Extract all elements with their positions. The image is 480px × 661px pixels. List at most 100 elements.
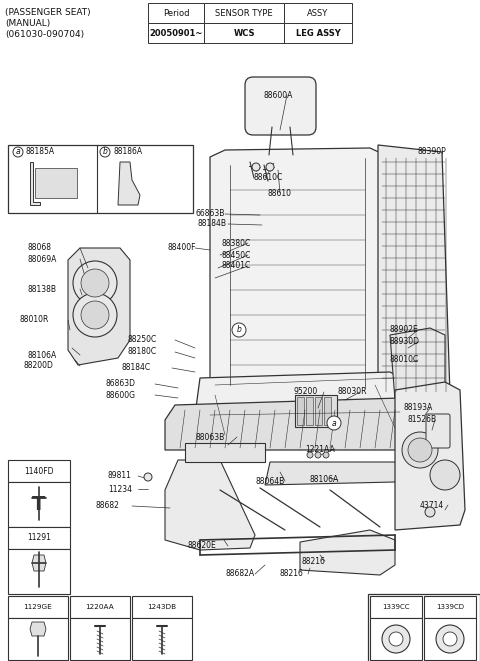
Bar bbox=[8, 460, 70, 482]
Text: 88010R: 88010R bbox=[20, 315, 49, 325]
Bar bbox=[306, 397, 313, 425]
Bar bbox=[8, 145, 193, 213]
Text: 88064B: 88064B bbox=[255, 477, 284, 485]
Circle shape bbox=[327, 416, 341, 430]
Text: 20050901~: 20050901~ bbox=[149, 28, 203, 38]
Polygon shape bbox=[300, 530, 395, 575]
Circle shape bbox=[443, 632, 457, 646]
Bar bbox=[297, 397, 304, 425]
Bar bbox=[370, 596, 422, 618]
Text: 88200D: 88200D bbox=[24, 362, 54, 371]
Polygon shape bbox=[265, 462, 400, 485]
Text: (MANUAL): (MANUAL) bbox=[5, 19, 50, 28]
Bar bbox=[284, 23, 352, 43]
Circle shape bbox=[436, 625, 464, 653]
Bar bbox=[8, 549, 70, 594]
Circle shape bbox=[307, 452, 313, 458]
Text: 88401C: 88401C bbox=[222, 262, 251, 270]
Circle shape bbox=[144, 473, 152, 481]
Circle shape bbox=[73, 261, 117, 305]
Text: ASSY: ASSY bbox=[307, 9, 329, 17]
Bar bbox=[324, 397, 331, 425]
Text: T: T bbox=[32, 494, 46, 514]
Text: 88930D: 88930D bbox=[390, 338, 420, 346]
Polygon shape bbox=[165, 398, 415, 450]
Text: b: b bbox=[103, 147, 108, 157]
Text: 88030R: 88030R bbox=[338, 387, 368, 397]
Text: 88185A: 88185A bbox=[26, 147, 55, 157]
Bar bbox=[132, 596, 192, 618]
Text: 88600G: 88600G bbox=[105, 391, 135, 399]
Circle shape bbox=[382, 625, 410, 653]
Text: 88380C: 88380C bbox=[222, 239, 251, 247]
Bar bbox=[424, 596, 476, 618]
Bar bbox=[8, 482, 70, 527]
Bar bbox=[315, 397, 322, 425]
Circle shape bbox=[13, 147, 23, 157]
Text: a: a bbox=[332, 418, 336, 428]
Bar bbox=[284, 3, 352, 23]
Bar bbox=[370, 618, 422, 660]
Bar bbox=[204, 3, 284, 23]
Polygon shape bbox=[118, 162, 140, 205]
Text: 88400F: 88400F bbox=[168, 243, 196, 253]
Text: 88620E: 88620E bbox=[188, 541, 217, 551]
Text: 88682A: 88682A bbox=[225, 570, 254, 578]
Text: 88063B: 88063B bbox=[195, 432, 224, 442]
Circle shape bbox=[425, 507, 435, 517]
Text: 66863B: 66863B bbox=[195, 210, 224, 219]
Bar bbox=[8, 596, 68, 618]
Polygon shape bbox=[30, 622, 46, 636]
Circle shape bbox=[315, 452, 321, 458]
Text: (061030-090704): (061030-090704) bbox=[5, 30, 84, 39]
Text: 1129GE: 1129GE bbox=[24, 604, 52, 610]
Text: 1339CC: 1339CC bbox=[382, 604, 410, 610]
Text: 1243DB: 1243DB bbox=[147, 604, 177, 610]
Text: SENSOR TYPE: SENSOR TYPE bbox=[215, 9, 273, 17]
Circle shape bbox=[73, 293, 117, 337]
Text: 88682: 88682 bbox=[95, 502, 119, 510]
Polygon shape bbox=[68, 248, 130, 365]
Text: 88193A: 88193A bbox=[403, 403, 432, 412]
Text: 1339CD: 1339CD bbox=[436, 604, 464, 610]
Polygon shape bbox=[210, 148, 395, 410]
Polygon shape bbox=[378, 145, 450, 395]
Polygon shape bbox=[195, 372, 410, 440]
Text: 1140FD: 1140FD bbox=[24, 467, 54, 475]
Text: 88610C: 88610C bbox=[253, 173, 282, 182]
Bar bbox=[132, 618, 192, 660]
Text: 95200: 95200 bbox=[294, 387, 318, 397]
Circle shape bbox=[232, 323, 246, 337]
Polygon shape bbox=[165, 460, 255, 550]
Polygon shape bbox=[30, 162, 40, 205]
Bar bbox=[70, 618, 130, 660]
FancyBboxPatch shape bbox=[426, 414, 450, 448]
Bar bbox=[8, 618, 68, 660]
Text: 88216: 88216 bbox=[302, 557, 326, 566]
Text: Period: Period bbox=[163, 9, 189, 17]
Text: 88250C: 88250C bbox=[127, 336, 156, 344]
Text: 88184B: 88184B bbox=[198, 219, 227, 229]
Bar bbox=[35, 168, 77, 198]
Text: LEG ASSY: LEG ASSY bbox=[296, 28, 340, 38]
FancyBboxPatch shape bbox=[245, 77, 316, 135]
Bar bbox=[368, 594, 480, 661]
Circle shape bbox=[323, 452, 329, 458]
Circle shape bbox=[81, 301, 109, 329]
Polygon shape bbox=[390, 328, 445, 400]
Bar bbox=[295, 395, 337, 427]
Text: WCS: WCS bbox=[233, 28, 255, 38]
Bar bbox=[204, 23, 284, 43]
Text: 88184C: 88184C bbox=[122, 364, 151, 373]
Text: 11291: 11291 bbox=[27, 533, 51, 543]
Text: 88138B: 88138B bbox=[28, 284, 57, 293]
Bar bbox=[70, 596, 130, 618]
Text: 11234: 11234 bbox=[108, 485, 132, 494]
Circle shape bbox=[252, 163, 260, 171]
Circle shape bbox=[408, 438, 432, 462]
Text: 88600A: 88600A bbox=[263, 91, 292, 100]
Polygon shape bbox=[395, 382, 465, 530]
Text: 86863D: 86863D bbox=[105, 379, 135, 389]
Text: 1221AA: 1221AA bbox=[305, 444, 335, 453]
Text: a: a bbox=[16, 147, 20, 157]
